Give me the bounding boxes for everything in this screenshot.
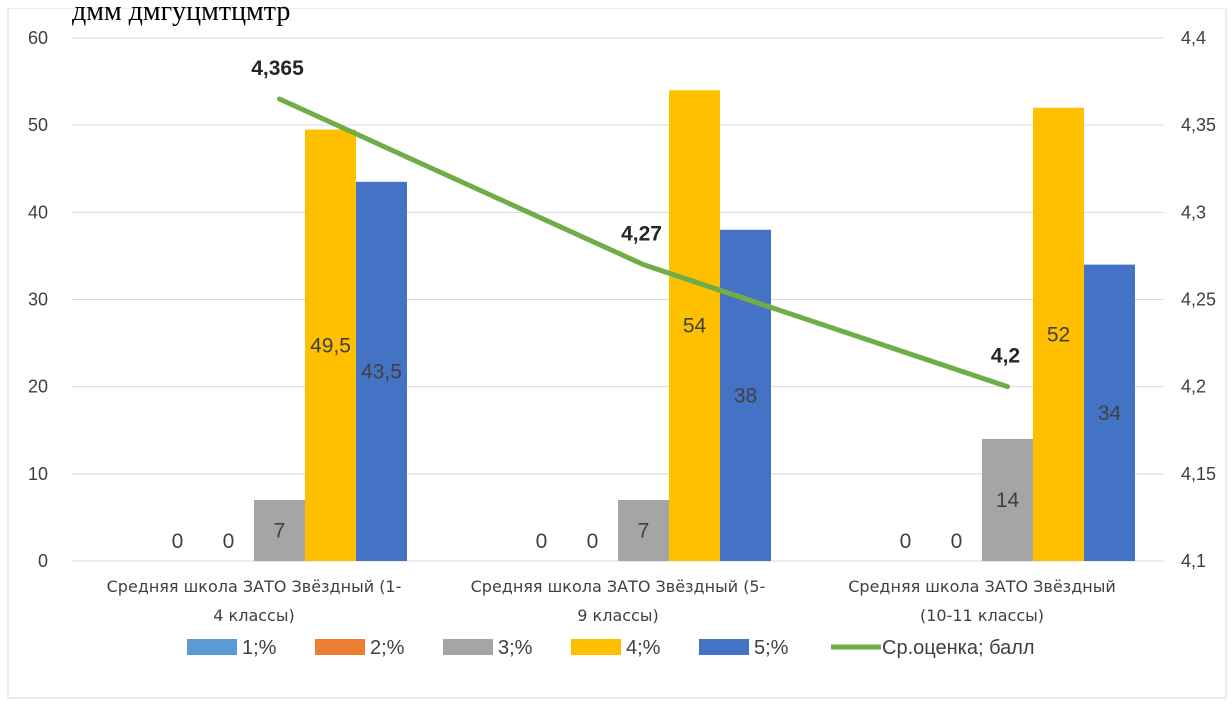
bar-value-label: 54	[683, 315, 707, 338]
bar-value-label: 0	[172, 530, 184, 553]
category-label: (10-11 классы)	[920, 606, 1044, 625]
y-tick-label: 0	[38, 551, 48, 571]
y2-tick-label: 4,2	[1181, 377, 1206, 397]
y-tick-label: 20	[28, 377, 48, 397]
y2-tick-label: 4,15	[1181, 464, 1216, 484]
bar-value-label: 0	[587, 530, 599, 553]
top-mask	[0, 0, 1232, 8]
bar	[254, 499, 305, 561]
bar-value-label: 52	[1047, 323, 1070, 346]
bar	[618, 499, 669, 561]
bar-value-label: 0	[536, 530, 548, 553]
legend-label: 3;%	[498, 637, 533, 659]
y-tick-label: 50	[28, 115, 48, 135]
y-tick-label: 30	[28, 290, 48, 310]
legend-label: Ср.оценка; балл	[882, 637, 1035, 659]
legend-label: 5;%	[754, 637, 789, 659]
bar-value-label: 0	[223, 530, 235, 553]
bar-value-label: 14	[996, 489, 1020, 512]
line-value-label: 4,27	[621, 223, 662, 246]
legend-swatch	[443, 639, 493, 655]
bar-value-label: 0	[951, 530, 963, 553]
legend-label: 1;%	[242, 637, 277, 659]
legend-label: 4;%	[626, 637, 661, 659]
bar-value-label: 34	[1098, 402, 1122, 425]
category-label: Средняя школа ЗАТО Звёздный (1-	[107, 577, 402, 596]
top-partial-text: дмм дмгуцмтцмтр	[72, 0, 290, 27]
y2-tick-label: 4,35	[1181, 115, 1216, 135]
legend-swatch	[315, 639, 365, 655]
category-label: Средняя школа ЗАТО Звёздный	[848, 577, 1116, 596]
bar	[720, 229, 771, 561]
y-tick-label: 40	[28, 202, 48, 222]
bar	[982, 438, 1033, 561]
average-line	[277, 96, 1010, 390]
y-tick-label: 10	[28, 464, 48, 484]
y2-tick-label: 4,4	[1181, 28, 1206, 48]
y2-tick-label: 4,3	[1181, 202, 1206, 222]
legend-swatch	[571, 639, 621, 655]
legend-swatch	[187, 639, 237, 655]
bar-value-label: 7	[638, 519, 650, 542]
bar-value-label: 43,5	[361, 360, 402, 383]
bar-value-label: 0	[900, 530, 912, 553]
bar	[356, 181, 407, 561]
line-value-label: 4,365	[251, 57, 304, 80]
bar	[669, 90, 720, 562]
bar	[1084, 264, 1135, 561]
y2-tick-label: 4,25	[1181, 290, 1216, 310]
y2-tick-label: 4,1	[1181, 551, 1206, 571]
legend-swatch	[699, 639, 749, 655]
y-tick-label: 60	[28, 28, 48, 48]
bar-value-label: 38	[734, 384, 757, 407]
line-value-label: 4,2	[991, 345, 1020, 368]
chart-area-border	[7, 7, 1227, 699]
bar-value-label: 7	[274, 519, 286, 542]
category-label: 4 классы)	[213, 606, 294, 625]
legend-label: 2;%	[370, 637, 405, 659]
category-label: 9 классы)	[577, 606, 658, 625]
bar	[305, 129, 356, 561]
category-label: Средняя школа ЗАТО Звёздный (5-	[471, 577, 766, 596]
bar	[1033, 107, 1084, 561]
bar-value-label: 49,5	[310, 334, 351, 357]
